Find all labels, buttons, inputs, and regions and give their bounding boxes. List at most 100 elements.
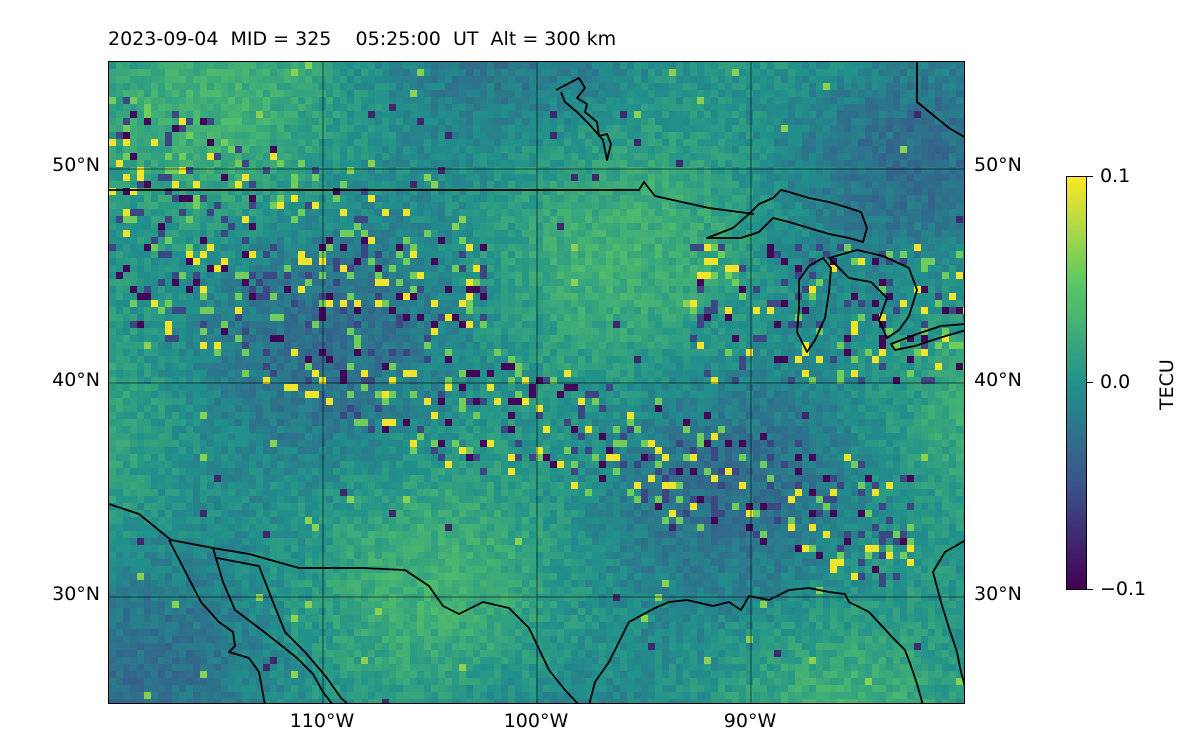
tec-cell xyxy=(851,335,859,343)
tec-cell xyxy=(193,230,201,238)
tec-cell xyxy=(697,286,705,294)
tec-cell xyxy=(137,90,145,98)
tec-cell xyxy=(501,202,509,210)
tec-cell xyxy=(949,335,957,343)
tec-cell xyxy=(277,146,285,154)
tec-cell xyxy=(844,104,852,112)
tec-cell xyxy=(634,321,642,329)
tec-cell xyxy=(452,97,460,105)
tec-cell xyxy=(753,153,761,161)
tec-cell xyxy=(256,300,264,308)
tec-cell xyxy=(207,335,215,343)
tec-cell xyxy=(921,335,929,343)
tec-cell xyxy=(753,132,761,140)
tec-cell xyxy=(312,209,320,217)
tec-cell xyxy=(179,216,187,224)
tec-cell xyxy=(298,188,306,196)
tec-cell xyxy=(942,286,950,294)
tec-cell xyxy=(130,314,138,322)
map-plot-area[interactable] xyxy=(108,61,965,704)
tec-cell xyxy=(942,251,950,259)
tec-cell xyxy=(557,104,565,112)
tec-cell xyxy=(697,62,705,70)
tec-cell xyxy=(116,160,124,168)
tec-cell xyxy=(907,76,915,84)
tec-cell xyxy=(137,314,145,322)
tec-cell xyxy=(396,181,404,189)
tec-cell xyxy=(662,328,670,336)
tec-cell xyxy=(235,335,243,343)
tec-cell xyxy=(648,286,656,294)
tec-cell xyxy=(781,251,789,259)
tec-cell xyxy=(249,237,257,245)
tec-cell xyxy=(585,342,593,350)
tec-cell xyxy=(914,209,922,217)
tec-cell xyxy=(375,272,383,280)
tec-cell xyxy=(368,251,376,259)
tec-cell xyxy=(284,209,292,217)
tec-cell xyxy=(410,69,418,77)
tec-cell xyxy=(158,223,166,231)
tec-cell xyxy=(921,69,929,77)
tec-cell xyxy=(466,293,474,301)
tec-cell xyxy=(354,104,362,112)
tec-cell xyxy=(921,307,929,315)
tec-cell xyxy=(445,314,453,322)
tec-cell xyxy=(963,188,964,196)
tec-cell xyxy=(536,258,544,266)
tec-cell xyxy=(893,118,901,126)
tec-cell xyxy=(438,293,446,301)
tec-cell xyxy=(375,181,383,189)
tec-cell xyxy=(438,90,446,98)
tec-cell xyxy=(340,188,348,196)
tec-cell xyxy=(557,237,565,245)
tec-cell xyxy=(830,223,838,231)
tec-cell xyxy=(424,181,432,189)
tec-cell xyxy=(424,62,432,70)
tec-cell xyxy=(592,181,600,189)
tec-cell xyxy=(200,97,208,105)
tec-cell xyxy=(718,62,726,70)
tec-cell xyxy=(578,272,586,280)
tec-cell xyxy=(340,272,348,280)
tec-cell xyxy=(109,132,117,140)
tec-cell xyxy=(277,258,285,266)
tec-cell xyxy=(774,97,782,105)
tec-cell xyxy=(592,104,600,112)
tec-cell xyxy=(256,265,264,273)
tec-cell xyxy=(571,223,579,231)
tec-cell xyxy=(214,307,222,315)
tec-cell xyxy=(956,132,964,140)
tec-cell xyxy=(683,69,691,77)
tec-cell xyxy=(809,104,817,112)
tec-cell xyxy=(487,188,495,196)
tec-cell xyxy=(186,314,194,322)
tec-cell xyxy=(494,76,502,84)
tec-cell xyxy=(921,125,929,133)
tec-cell xyxy=(942,125,950,133)
tec-cell xyxy=(165,181,173,189)
tec-cell xyxy=(368,153,376,161)
tec-cell xyxy=(914,160,922,168)
tec-cell xyxy=(263,97,271,105)
tec-cell xyxy=(284,69,292,77)
tec-cell xyxy=(410,314,418,322)
tec-cell xyxy=(186,230,194,238)
tec-cell xyxy=(277,195,285,203)
tec-cell xyxy=(823,279,831,287)
tec-cell xyxy=(690,237,698,245)
tec-cell xyxy=(354,90,362,98)
tec-cell xyxy=(480,258,488,266)
tec-cell xyxy=(333,146,341,154)
tec-cell xyxy=(739,153,747,161)
tec-cell xyxy=(676,160,684,168)
tec-cell xyxy=(872,230,880,238)
tec-cell xyxy=(739,139,747,147)
tec-cell xyxy=(690,258,698,266)
tec-cell xyxy=(438,125,446,133)
tec-cell xyxy=(592,300,600,308)
tec-cell xyxy=(508,132,516,140)
tec-cell xyxy=(935,202,943,210)
tec-cell xyxy=(893,216,901,224)
tec-cell xyxy=(452,90,460,98)
